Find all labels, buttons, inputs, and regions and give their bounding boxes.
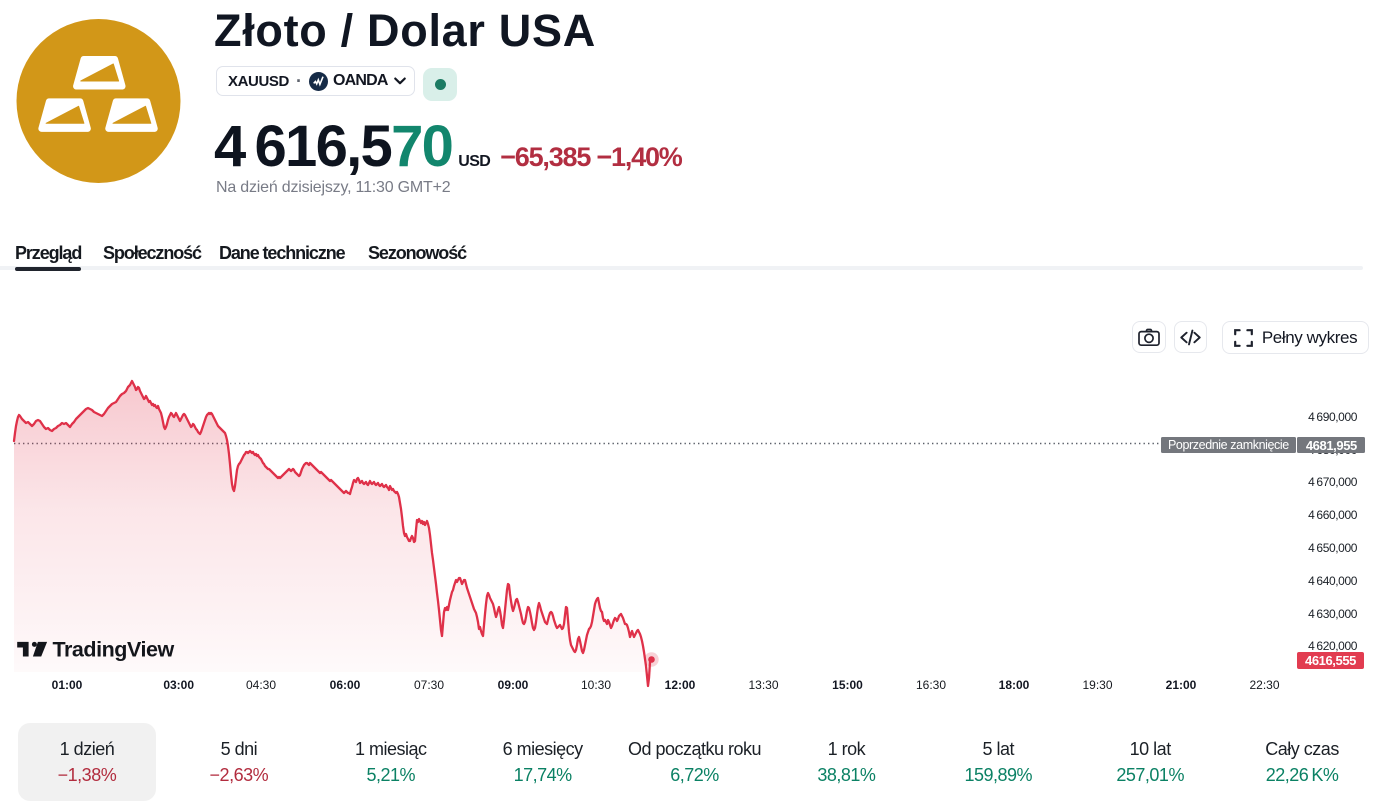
svg-text:TradingView: TradingView	[53, 638, 175, 662]
